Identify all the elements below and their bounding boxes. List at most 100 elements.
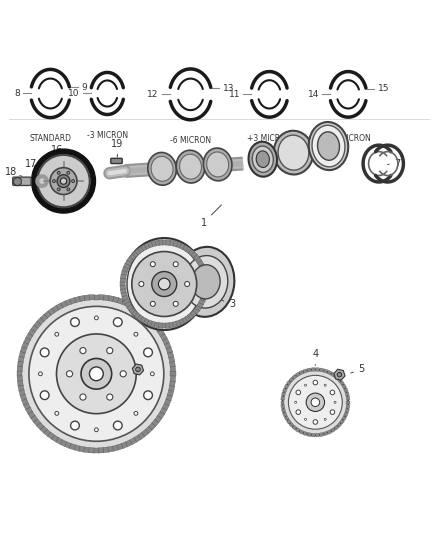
Circle shape — [173, 301, 178, 306]
Polygon shape — [346, 400, 350, 404]
Polygon shape — [346, 396, 350, 400]
Polygon shape — [25, 407, 33, 414]
Polygon shape — [18, 361, 23, 367]
Polygon shape — [79, 446, 85, 452]
Polygon shape — [327, 370, 332, 375]
Polygon shape — [307, 432, 311, 437]
Polygon shape — [281, 400, 284, 404]
Polygon shape — [170, 381, 175, 386]
Polygon shape — [169, 357, 175, 362]
Polygon shape — [303, 369, 307, 373]
Polygon shape — [342, 416, 346, 421]
Polygon shape — [126, 301, 132, 308]
Polygon shape — [131, 251, 138, 258]
Polygon shape — [311, 433, 315, 437]
Circle shape — [283, 369, 348, 435]
Polygon shape — [323, 369, 328, 373]
Polygon shape — [108, 295, 114, 302]
Polygon shape — [169, 240, 174, 246]
Ellipse shape — [184, 256, 228, 308]
Polygon shape — [299, 370, 304, 375]
Polygon shape — [295, 372, 300, 377]
Polygon shape — [286, 381, 291, 385]
Polygon shape — [158, 240, 163, 245]
Polygon shape — [99, 295, 104, 300]
Polygon shape — [24, 403, 31, 410]
Polygon shape — [155, 240, 159, 246]
Polygon shape — [315, 368, 319, 372]
Polygon shape — [121, 442, 128, 448]
Circle shape — [80, 348, 86, 353]
Polygon shape — [18, 385, 24, 391]
Polygon shape — [203, 282, 208, 286]
Circle shape — [144, 348, 152, 357]
Circle shape — [150, 262, 155, 266]
Polygon shape — [56, 303, 63, 310]
Polygon shape — [281, 392, 286, 396]
Polygon shape — [284, 416, 289, 421]
Polygon shape — [179, 243, 185, 249]
Polygon shape — [144, 318, 150, 325]
Polygon shape — [197, 302, 204, 308]
Polygon shape — [147, 241, 153, 248]
Polygon shape — [134, 435, 141, 442]
Polygon shape — [123, 298, 130, 305]
Circle shape — [324, 418, 326, 421]
Text: 11: 11 — [229, 90, 240, 99]
Polygon shape — [17, 366, 23, 372]
Polygon shape — [281, 405, 285, 408]
Circle shape — [134, 333, 138, 336]
Polygon shape — [134, 305, 141, 313]
Polygon shape — [125, 302, 131, 308]
Polygon shape — [52, 435, 59, 442]
Polygon shape — [166, 240, 170, 245]
Circle shape — [334, 401, 336, 403]
Circle shape — [337, 373, 342, 377]
Polygon shape — [121, 292, 127, 297]
Circle shape — [67, 188, 70, 191]
Circle shape — [113, 318, 122, 327]
Circle shape — [159, 278, 170, 290]
Polygon shape — [170, 366, 176, 372]
Text: -3 MICRON: -3 MICRON — [87, 131, 128, 140]
Circle shape — [80, 394, 86, 400]
Ellipse shape — [256, 151, 269, 167]
Circle shape — [53, 180, 55, 182]
Polygon shape — [138, 432, 145, 440]
Polygon shape — [292, 425, 297, 430]
Polygon shape — [99, 448, 104, 453]
Text: 18: 18 — [5, 167, 22, 177]
Polygon shape — [281, 396, 285, 400]
Polygon shape — [172, 241, 178, 247]
Polygon shape — [79, 295, 85, 302]
Polygon shape — [157, 411, 165, 418]
Polygon shape — [281, 408, 286, 413]
Polygon shape — [117, 297, 124, 304]
Polygon shape — [117, 443, 124, 450]
Polygon shape — [162, 338, 169, 345]
FancyBboxPatch shape — [111, 158, 122, 164]
Ellipse shape — [127, 243, 201, 326]
Circle shape — [173, 262, 178, 266]
Ellipse shape — [312, 125, 345, 167]
Polygon shape — [337, 422, 342, 427]
Polygon shape — [200, 295, 207, 301]
Polygon shape — [190, 251, 197, 258]
Polygon shape — [162, 323, 166, 328]
Polygon shape — [167, 352, 174, 358]
Text: 17: 17 — [25, 159, 38, 169]
Polygon shape — [65, 299, 71, 306]
Circle shape — [107, 348, 113, 353]
Ellipse shape — [180, 154, 201, 179]
Polygon shape — [182, 317, 188, 324]
Circle shape — [313, 419, 318, 424]
Polygon shape — [123, 263, 130, 270]
Polygon shape — [94, 295, 99, 300]
Polygon shape — [166, 322, 170, 328]
Polygon shape — [103, 447, 109, 453]
Circle shape — [311, 398, 320, 407]
Polygon shape — [315, 433, 319, 437]
Polygon shape — [160, 333, 167, 341]
Text: 10: 10 — [68, 89, 80, 98]
Polygon shape — [334, 425, 339, 430]
